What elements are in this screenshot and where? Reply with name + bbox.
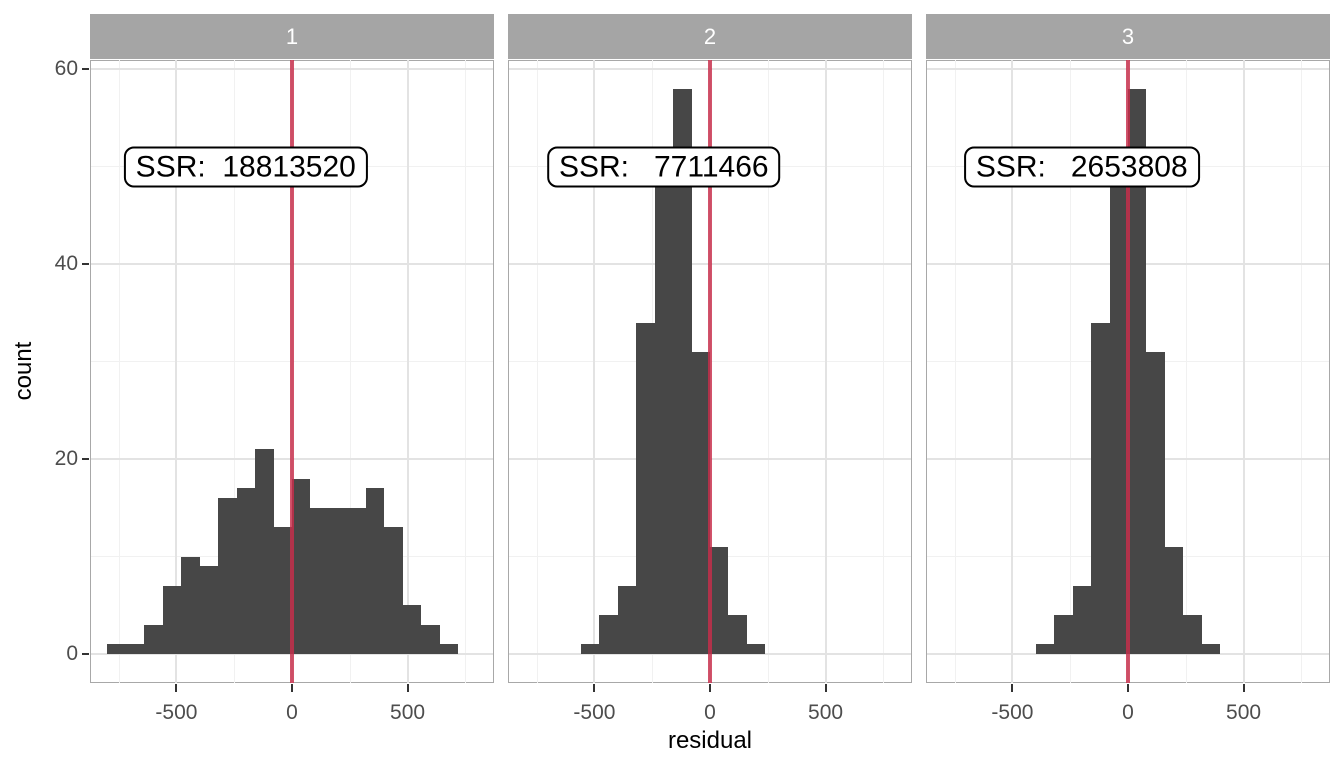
histogram-bar	[310, 508, 329, 654]
x-tick-label: -500	[155, 701, 198, 724]
histogram-bar	[1202, 644, 1220, 654]
histogram-bar	[347, 508, 366, 654]
ssr-label: SSR: 2653808	[963, 146, 1200, 187]
gridline-x-minor	[536, 60, 538, 683]
x-tick-mark	[825, 684, 827, 692]
histogram-bar	[618, 586, 636, 654]
histogram-bar	[255, 449, 274, 654]
x-tick-mark	[291, 684, 293, 692]
ssr-label: SSR: 7711466	[546, 146, 781, 187]
histogram-bar	[384, 527, 403, 654]
ssr-label: SSR: 18813520	[123, 146, 368, 187]
histogram-bar	[1146, 352, 1165, 654]
x-tick-label: 0	[704, 701, 716, 724]
gridline-x-major	[1011, 60, 1013, 683]
histogram-bar	[403, 605, 421, 654]
x-tick-mark	[593, 684, 595, 692]
y-tick-label: 60	[54, 57, 78, 80]
histogram-bar	[126, 644, 144, 654]
histogram-bar	[728, 615, 747, 654]
x-tick-mark	[1011, 684, 1013, 692]
gridline-x-major	[825, 60, 827, 683]
histogram-bar	[747, 644, 765, 654]
gridline-x-major	[593, 60, 595, 683]
gridline-x-minor	[954, 60, 956, 683]
y-tick-mark	[82, 68, 89, 70]
gridline-x-minor	[1300, 60, 1302, 683]
zero-residual-line	[708, 60, 712, 683]
x-tick-label: 0	[286, 701, 298, 724]
histogram-bar	[655, 176, 673, 654]
facet-strip-label: 3	[1121, 23, 1135, 49]
histogram-bar	[599, 615, 618, 654]
y-tick-mark	[82, 653, 89, 655]
facet-strip: 2	[508, 14, 912, 59]
gridline-x-major	[1243, 60, 1245, 683]
x-axis-title: residual	[667, 727, 753, 754]
gridline-x-minor	[767, 60, 769, 683]
gridline-x-minor	[464, 60, 466, 683]
gridline-x-major	[175, 60, 177, 683]
histogram-bar	[274, 527, 292, 654]
histogram-bar	[673, 89, 692, 654]
x-tick-mark	[709, 684, 711, 692]
histogram-bar	[1073, 586, 1091, 654]
x-tick-label: -500	[573, 701, 616, 724]
histogram-bar	[636, 323, 655, 654]
histogram-bar	[1183, 615, 1202, 654]
histogram-bar	[1110, 176, 1128, 654]
zero-residual-line	[290, 60, 294, 683]
gridline-x-minor	[118, 60, 120, 683]
gridline-x-minor	[233, 60, 235, 683]
histogram-bar	[440, 644, 458, 654]
histogram-bar	[329, 508, 347, 654]
gridline-x-minor	[349, 60, 351, 683]
gridline-x-minor	[1185, 60, 1187, 683]
histogram-bar	[1091, 323, 1110, 654]
histogram-bar	[107, 644, 126, 654]
histogram-bar	[181, 557, 200, 654]
y-tick-label: 0	[66, 642, 78, 665]
histogram-bar	[1054, 615, 1073, 654]
facet-strip-label: 2	[703, 23, 717, 49]
y-tick-label: 20	[54, 447, 78, 470]
histogram-bar	[163, 586, 181, 654]
histogram-bar	[581, 644, 599, 654]
x-tick-mark	[407, 684, 409, 692]
histogram-bar	[1036, 644, 1054, 654]
gridline-x-minor	[882, 60, 884, 683]
x-tick-mark	[1243, 684, 1245, 692]
histogram-bar	[200, 566, 218, 654]
y-tick-label: 40	[54, 252, 78, 275]
facet-strip: 3	[926, 14, 1330, 59]
x-tick-mark	[175, 684, 177, 692]
histogram-bar	[710, 547, 728, 654]
histogram-bar	[218, 498, 237, 654]
histogram-bar	[366, 488, 384, 654]
x-tick-label: 0	[1122, 701, 1134, 724]
histogram-bar	[1165, 547, 1183, 654]
histogram-bar	[1128, 89, 1146, 654]
histogram-bar	[144, 625, 163, 654]
y-tick-mark	[82, 263, 89, 265]
x-tick-label: 500	[390, 701, 426, 724]
histogram-bar	[692, 352, 710, 654]
histogram-bar	[421, 625, 440, 654]
x-tick-label: 500	[1226, 701, 1262, 724]
x-tick-mark	[1127, 684, 1129, 692]
facet-strip-label: 1	[285, 23, 299, 49]
gridline-x-minor	[1069, 60, 1071, 683]
y-axis-title: count	[10, 341, 37, 401]
gridline-x-major	[407, 60, 409, 683]
histogram-bar	[237, 488, 255, 654]
histogram-bar	[292, 479, 310, 654]
zero-residual-line	[1126, 60, 1130, 683]
x-tick-label: 500	[808, 701, 844, 724]
x-tick-label: -500	[991, 701, 1034, 724]
facet-strip: 1	[90, 14, 494, 59]
y-tick-mark	[82, 458, 89, 460]
